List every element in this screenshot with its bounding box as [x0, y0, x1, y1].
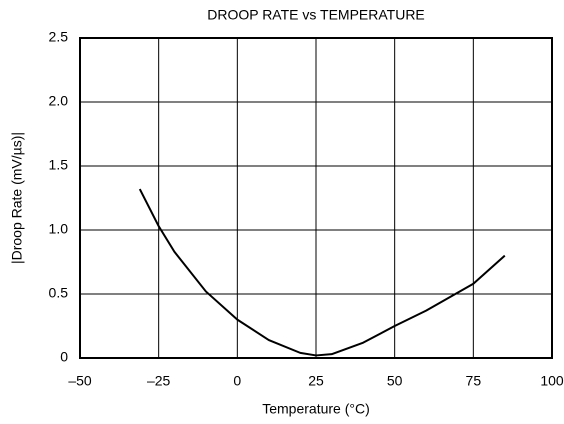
- y-tick-label: 1.0: [49, 221, 69, 237]
- y-tick-label: 1.5: [49, 157, 69, 173]
- x-tick-label: 25: [308, 373, 324, 389]
- chart-title: DROOP RATE vs TEMPERATURE: [207, 7, 425, 23]
- y-tick-label: 2.5: [49, 29, 69, 45]
- x-tick-label: –50: [68, 373, 92, 389]
- line-series: [138, 188, 506, 357]
- y-tick-label: 2.0: [49, 93, 69, 109]
- y-tick-label: 0: [60, 349, 68, 365]
- x-tick-label: 100: [540, 373, 564, 389]
- x-tick-label: –25: [147, 373, 171, 389]
- plot-frame: [79, 37, 553, 359]
- x-tick-label: 50: [387, 373, 403, 389]
- x-axis-label: Temperature (°C): [262, 401, 370, 417]
- y-axis-label: |Droop Rate (mV/µs)|: [9, 132, 25, 264]
- x-tick-label: 75: [466, 373, 482, 389]
- y-tick-label: 0.5: [49, 285, 69, 301]
- x-tick-label: 0: [233, 373, 241, 389]
